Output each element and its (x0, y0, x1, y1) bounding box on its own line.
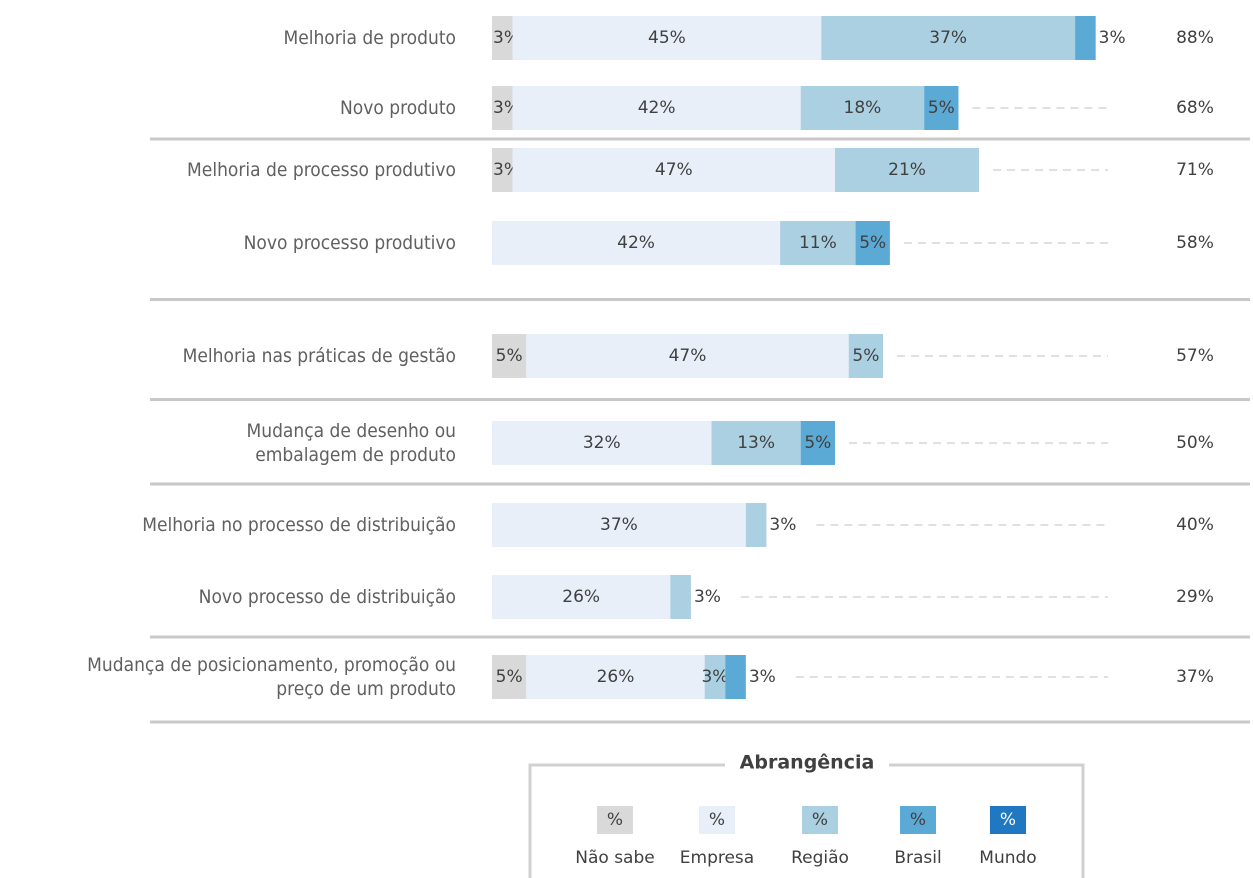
value-label: 45% (648, 28, 686, 48)
bar-segment (835, 148, 980, 192)
total-label: 58% (1176, 233, 1214, 253)
bar-segment (492, 221, 781, 265)
bar-segment (492, 16, 513, 60)
legend-label: Mundo (979, 848, 1036, 868)
legend-label: Região (791, 848, 849, 868)
value-label: 5% (852, 346, 879, 366)
legend-swatch (802, 806, 838, 834)
bar-segment (492, 86, 513, 130)
bar-segment (512, 148, 835, 192)
category-label: Novo processo produtivo (243, 232, 456, 254)
value-label: 5% (496, 667, 523, 687)
value-label: 3% (694, 587, 721, 607)
category-label: Melhoria de produto (283, 27, 456, 49)
legend-swatch (900, 806, 936, 834)
legend-label: Empresa (680, 848, 754, 868)
bar-segment (512, 86, 801, 130)
value-label: 21% (888, 160, 926, 180)
bar-segment (492, 655, 527, 699)
value-label: 5% (928, 98, 955, 118)
legend-label: Brasil (894, 848, 941, 868)
value-label: 37% (929, 28, 967, 48)
value-label: 18% (844, 98, 882, 118)
value-label: 5% (804, 433, 831, 453)
bar-segment (492, 421, 712, 465)
legend-title: Abrangência (740, 752, 875, 774)
value-label: 32% (583, 433, 621, 453)
bar-segment (492, 575, 671, 619)
category-label: Melhoria de processo produtivo (187, 159, 456, 181)
value-label: 37% (600, 515, 638, 535)
bar-segment (492, 334, 527, 378)
total-label: 29% (1176, 587, 1214, 607)
total-label: 50% (1176, 433, 1214, 453)
legend-label: Não sabe (575, 848, 654, 868)
bar-segment (725, 655, 746, 699)
legend-symbol: % (812, 810, 828, 830)
bar-segment (512, 16, 822, 60)
legend-symbol: % (1000, 810, 1016, 830)
legend-title-bg (725, 750, 889, 778)
bar-segment (492, 148, 513, 192)
value-label: 42% (638, 98, 676, 118)
value-label: 3% (1099, 28, 1126, 48)
bar-segment (745, 503, 767, 547)
bar-segment (848, 334, 884, 378)
value-label: 11% (799, 233, 837, 253)
bar-segment (492, 503, 746, 547)
value-label: 26% (562, 587, 600, 607)
value-label: 5% (496, 346, 523, 366)
value-label: 47% (669, 346, 707, 366)
legend-swatch (597, 806, 633, 834)
legend-symbol: % (910, 810, 926, 830)
legend-symbol: % (709, 810, 725, 830)
value-label: 3% (749, 667, 776, 687)
category-label: Melhoria no processo de distribuição (142, 514, 456, 536)
bar-segment (526, 334, 849, 378)
value-label: 13% (737, 433, 775, 453)
bar-segment (800, 421, 835, 465)
legend-symbol: % (607, 810, 623, 830)
bar-segment (1075, 16, 1096, 60)
total-label: 88% (1176, 28, 1214, 48)
total-label: 37% (1176, 667, 1214, 687)
separators (150, 137, 1250, 724)
bar-segment (780, 221, 856, 265)
total-label: 57% (1176, 346, 1214, 366)
value-label: 26% (597, 667, 635, 687)
total-label: 71% (1176, 160, 1214, 180)
bar-segment (704, 655, 726, 699)
value-label: 3% (701, 667, 728, 687)
category-label: Novo produto (340, 97, 456, 119)
bar-segment (924, 86, 959, 130)
value-label: 5% (859, 233, 886, 253)
bar-segment (821, 16, 1076, 60)
value-label: 42% (617, 233, 655, 253)
total-label: 40% (1176, 515, 1214, 535)
category-label: Mudança de desenho ou embalagem de produ… (246, 420, 456, 466)
category-label: Mudança de posicionamento, promoção ou p… (87, 654, 456, 700)
legend-swatch (990, 806, 1026, 834)
category-label: Melhoria nas práticas de gestão (182, 345, 456, 367)
bar-segment (800, 86, 925, 130)
value-label: 3% (769, 515, 796, 535)
bar-segment (855, 221, 890, 265)
bar-segment (670, 575, 691, 619)
bar-segment (526, 655, 705, 699)
bar-segment (711, 421, 801, 465)
category-label: Novo processo de distribuição (198, 586, 456, 608)
legend-swatch (699, 806, 735, 834)
value-label: 47% (655, 160, 693, 180)
total-label: 68% (1176, 98, 1214, 118)
